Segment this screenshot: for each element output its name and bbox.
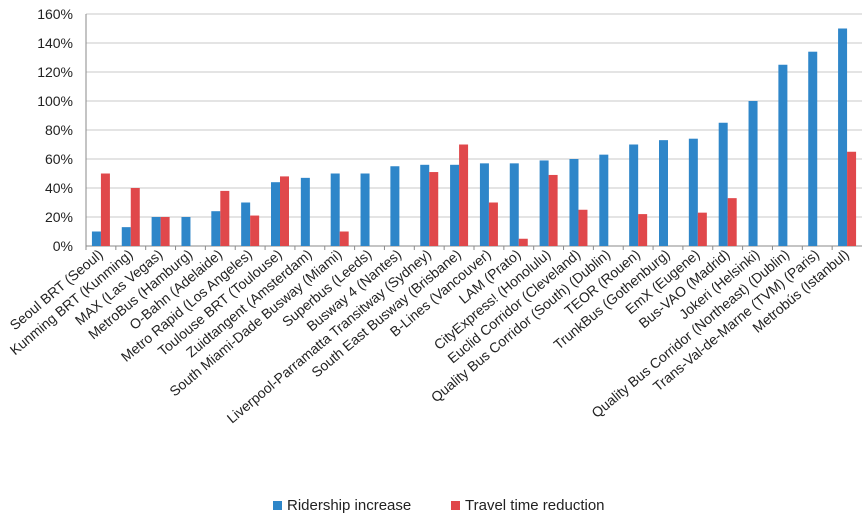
ridership-increase-bar — [241, 202, 251, 246]
travel-time-reduction-bar — [220, 190, 230, 246]
legend-label: Ridership increase — [287, 497, 411, 514]
ridership-increase-bar — [778, 64, 788, 246]
travel-time-reduction-bar — [488, 202, 498, 246]
legend-swatch — [273, 501, 282, 510]
legend-swatch — [451, 501, 460, 510]
ridership-increase-bar — [479, 163, 489, 246]
ridership-increase-bar — [450, 164, 460, 246]
ridership-increase-bar — [509, 163, 519, 246]
y-tick-label: 80% — [45, 122, 73, 138]
ridership-increase-bar — [808, 51, 818, 247]
ridership-increase-bar — [211, 211, 221, 246]
travel-time-reduction-bar — [429, 172, 439, 246]
travel-time-reduction-bar — [697, 212, 707, 246]
ridership-increase-bar — [599, 154, 609, 246]
ridership-increase-bar — [659, 140, 668, 246]
y-tick-label: 160% — [37, 6, 73, 22]
axes — [85, 14, 862, 250]
y-tick-label: 100% — [37, 93, 73, 109]
y-tick-label: 60% — [45, 151, 73, 167]
travel-time-reduction-bar — [727, 198, 737, 246]
y-tick-label: 20% — [45, 209, 73, 225]
y-tick-label: 140% — [37, 35, 73, 51]
y-tick-label: 40% — [45, 180, 73, 196]
travel-time-reduction-bar — [250, 215, 260, 246]
travel-time-reduction-bar — [130, 188, 140, 246]
ridership-increase-bar — [360, 173, 370, 246]
legend-label: Travel time reduction — [465, 497, 605, 514]
travel-time-reduction-bar — [459, 144, 469, 246]
ridership-increase-bar — [330, 173, 340, 246]
legend: Ridership increase Travel time reduction — [273, 497, 605, 514]
ridership-increase-bar — [91, 231, 101, 246]
travel-time-reduction-bar — [847, 151, 857, 246]
ridership-increase-bar — [151, 217, 161, 246]
ridership-increase-bar — [420, 164, 430, 246]
y-tick-label: 120% — [37, 64, 73, 80]
y-tick-label: 0% — [53, 238, 73, 254]
gridlines — [86, 13, 862, 247]
ridership-increase-bar — [121, 227, 131, 246]
travel-time-reduction-bar — [518, 238, 528, 246]
x-axis-tick-labels: Seoul BRT (Seoul)Kunming BRT (Kunming)MA… — [7, 246, 852, 426]
travel-time-reduction-bar — [578, 209, 588, 246]
travel-time-reduction-bar — [280, 176, 289, 246]
travel-time-reduction-bar — [160, 217, 170, 246]
ridership-increase-bar — [539, 160, 549, 246]
travel-time-reduction-bar — [100, 173, 110, 246]
ridership-increase-bar — [181, 217, 191, 246]
ridership-increase-bar — [629, 144, 639, 246]
ridership-increase-bar — [390, 166, 400, 246]
ridership-increase-bar — [688, 138, 698, 246]
ridership-increase-bar — [300, 177, 310, 246]
ridership-increase-bar — [569, 159, 579, 246]
bars — [91, 28, 857, 247]
ridership-increase-bar — [718, 122, 728, 246]
y-axis-tick-labels: 0% 20% 40% 60% 80% 100% 120% 140% 160% — [37, 6, 73, 254]
travel-time-reduction-bar — [339, 231, 349, 246]
travel-time-reduction-bar — [548, 174, 558, 246]
travel-time-reduction-bar — [638, 214, 648, 246]
x-tick-label: Kunming BRT (Kunming) — [7, 246, 136, 358]
ridership-increase-bar — [748, 101, 758, 246]
ridership-increase-bar — [271, 182, 280, 246]
ridership-increase-bar — [838, 28, 848, 246]
